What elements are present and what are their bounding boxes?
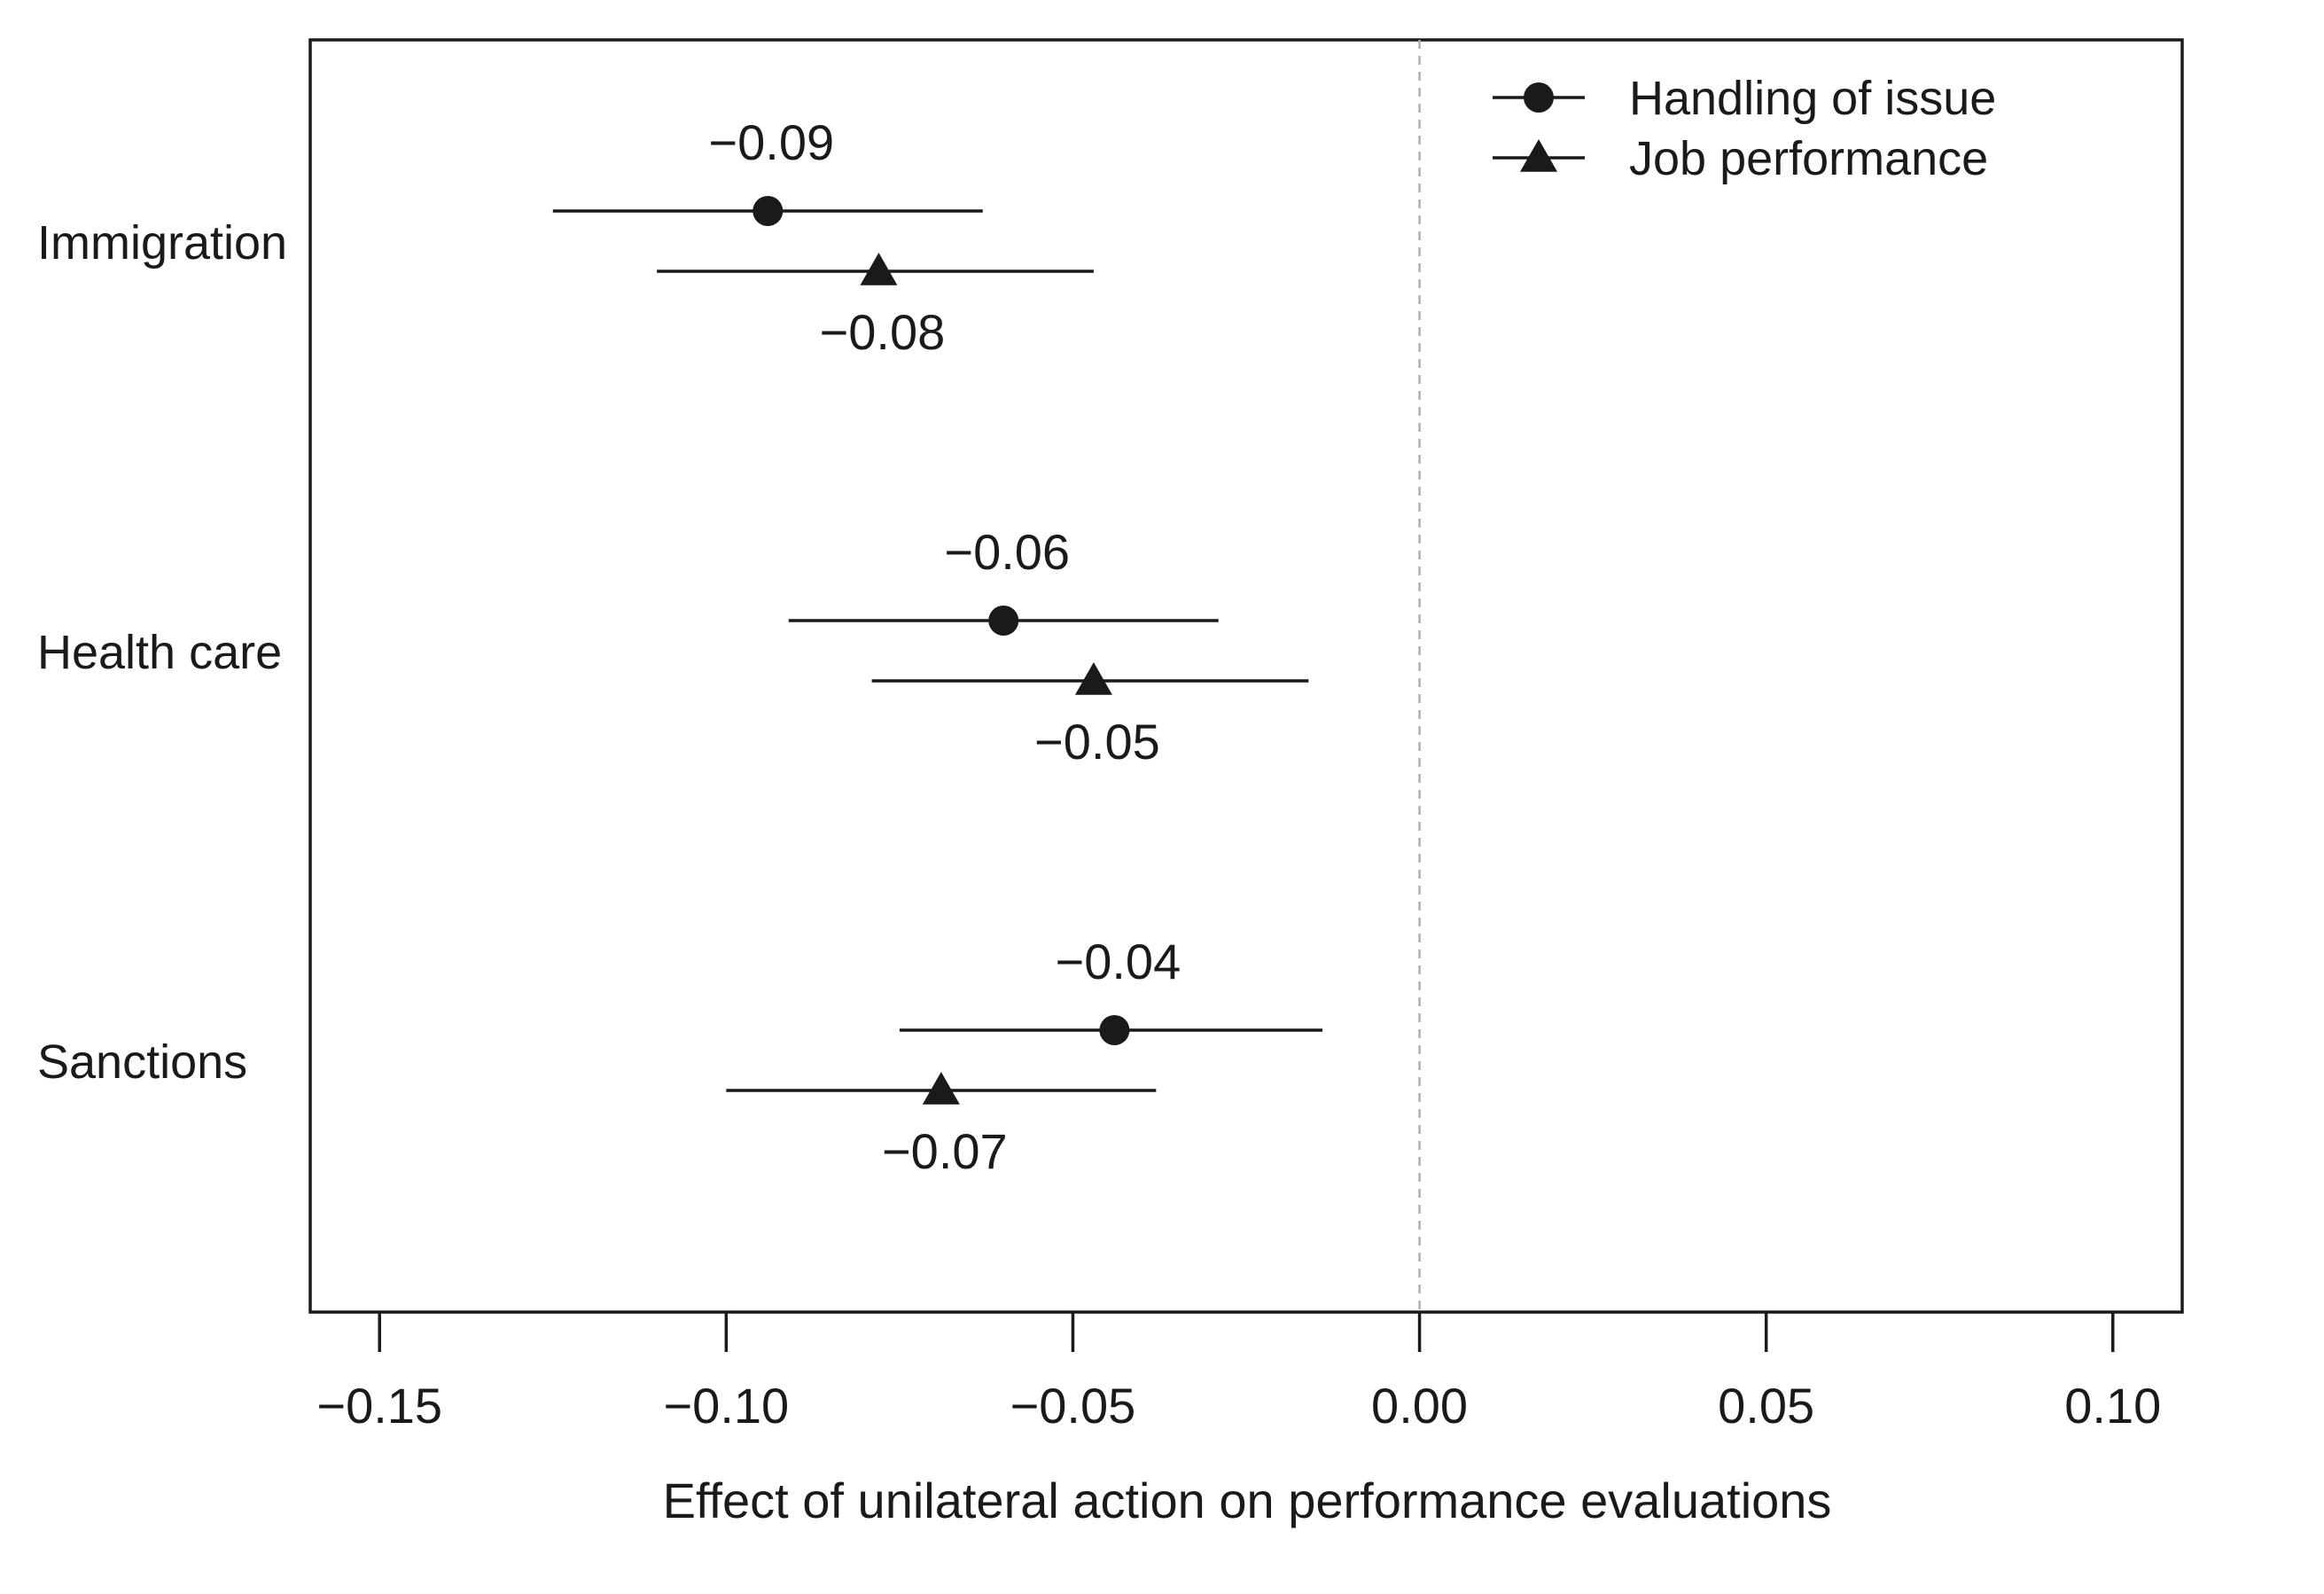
point-value-label: −0.09 xyxy=(708,114,834,170)
legend-triangle-marker xyxy=(1520,139,1557,172)
point-value-label: −0.06 xyxy=(944,524,1070,580)
triangle-point-marker xyxy=(1074,662,1112,695)
series-group: −0.09 −0.06 −0.04 −0.08 −0.05 −0.07 xyxy=(552,114,1323,1179)
legend-entry: Job performance xyxy=(1493,132,1988,185)
legend-entry: Handling of issue xyxy=(1493,72,1996,125)
category-label: Sanctions xyxy=(37,1035,247,1089)
x-tick-label: −0.15 xyxy=(316,1378,442,1434)
point-value-label: −0.08 xyxy=(820,304,946,360)
plot-frame xyxy=(308,38,2184,1314)
x-axis: −0.15 −0.10 −0.05 0.00 0.05 0.10 xyxy=(316,1312,2161,1434)
legend-label: Handling of issue xyxy=(1629,72,1996,125)
x-tick-label: −0.05 xyxy=(1010,1378,1136,1434)
x-axis-label: Effect of unilateral action on performan… xyxy=(663,1473,1832,1528)
legend-label: Job performance xyxy=(1629,132,1988,185)
category-label: Immigration xyxy=(37,216,287,270)
point-value-label: −0.07 xyxy=(882,1123,1008,1179)
point-value-label: −0.04 xyxy=(1056,934,1181,989)
legend-circle-marker xyxy=(1524,82,1554,113)
legend: Handling of issue Job performance xyxy=(1493,72,1996,185)
point-value-label: −0.05 xyxy=(1034,714,1160,770)
circle-point-marker xyxy=(1099,1015,1130,1045)
circle-point-marker xyxy=(753,196,784,226)
category-label: Health care xyxy=(37,626,282,679)
triangle-point-marker xyxy=(860,253,898,285)
x-tick-label: 0.10 xyxy=(2064,1378,2161,1434)
circle-point-marker xyxy=(988,606,1019,636)
triangle-point-marker xyxy=(922,1072,960,1105)
x-tick-label: 0.00 xyxy=(1371,1378,1468,1434)
plot-area xyxy=(308,38,2184,1314)
x-tick-label: −0.10 xyxy=(663,1378,789,1434)
series-job-performance: −0.08 −0.05 −0.07 xyxy=(657,253,1309,1179)
x-tick-label: 0.05 xyxy=(1718,1378,1814,1434)
series-handling-of-issue: −0.09 −0.06 −0.04 xyxy=(552,114,1323,1045)
y-axis: Immigration Health care Sanctions xyxy=(37,216,287,1089)
